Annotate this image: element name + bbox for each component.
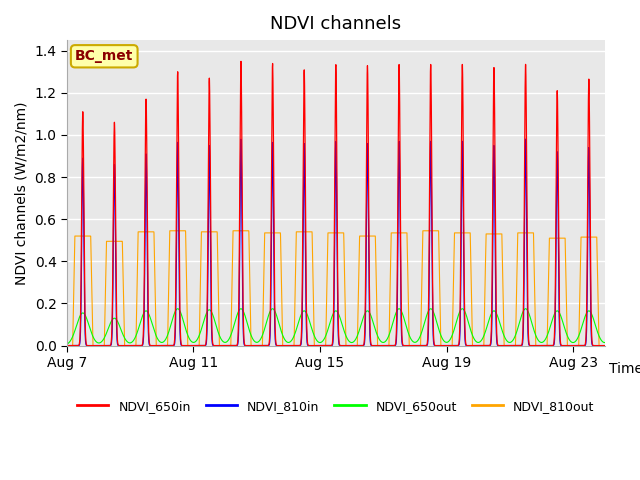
Text: BC_met: BC_met [75, 49, 133, 63]
NDVI_810out [175, 228, 183, 234]
NDVI_810out [63, 343, 71, 348]
NDVI_650out [394, 307, 401, 313]
NDVI_810in [394, 300, 401, 306]
NDVI_650out [447, 335, 455, 341]
Legend: NDVI_650in, NDVI_810in, NDVI_650out, NDVI_810out: NDVI_650in, NDVI_810in, NDVI_650out, NDV… [72, 395, 600, 418]
NDVI_650in [175, 211, 183, 217]
NDVI_650in [237, 59, 245, 64]
NDVI_810out [601, 343, 609, 348]
NDVI_650out [63, 341, 71, 347]
NDVI_810in [112, 287, 120, 292]
NDVI_650out [112, 316, 120, 322]
NDVI_650in [112, 259, 120, 264]
NDVI_650in [388, 343, 396, 348]
NDVI_810in [601, 343, 609, 348]
NDVI_650out [388, 324, 396, 330]
Line: NDVI_650in: NDVI_650in [67, 61, 605, 346]
NDVI_810in [149, 343, 157, 348]
NDVI_810in [175, 258, 183, 264]
Y-axis label: NDVI channels (W/m2/nm): NDVI channels (W/m2/nm) [15, 101, 29, 285]
NDVI_650in [601, 343, 609, 348]
NDVI_650in [394, 255, 401, 261]
NDVI_650in [149, 343, 157, 348]
NDVI_650out [601, 340, 609, 346]
Line: NDVI_810in: NDVI_810in [67, 139, 605, 346]
NDVI_810in [63, 343, 71, 348]
NDVI_810out [388, 230, 396, 236]
NDVI_810in [522, 136, 529, 142]
Line: NDVI_810out: NDVI_810out [67, 231, 605, 346]
NDVI_650out [522, 306, 529, 312]
NDVI_810out [447, 343, 455, 348]
NDVI_650out [149, 323, 157, 328]
Line: NDVI_650out: NDVI_650out [67, 309, 605, 344]
NDVI_650in [447, 343, 455, 348]
Title: NDVI channels: NDVI channels [270, 15, 401, 33]
NDVI_810in [388, 343, 396, 348]
NDVI_810out [149, 229, 157, 235]
NDVI_650in [63, 343, 71, 348]
NDVI_810out [166, 228, 173, 234]
NDVI_650out [175, 307, 183, 312]
NDVI_810out [112, 239, 120, 244]
NDVI_810in [447, 343, 455, 348]
X-axis label: Time: Time [609, 362, 640, 376]
NDVI_810out [394, 230, 401, 236]
